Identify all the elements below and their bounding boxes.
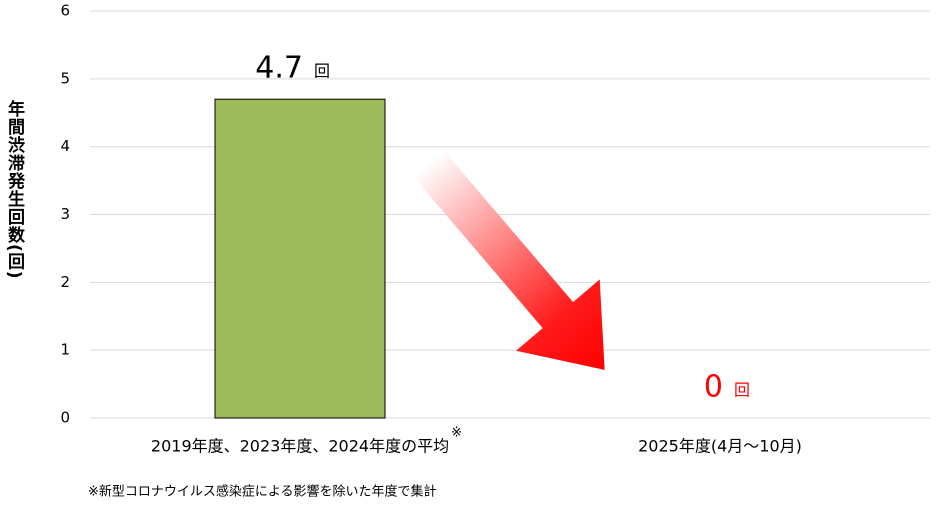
x-tick-label: 2025年度(4月～10月) bbox=[638, 437, 802, 456]
y-tick-label: 3 bbox=[60, 205, 70, 223]
value-label: 4.7 bbox=[255, 51, 303, 86]
y-tick-label: 4 bbox=[60, 137, 70, 155]
category-note-mark: ※ bbox=[451, 426, 462, 441]
value-unit: 回 bbox=[314, 62, 330, 81]
value-label: 0 bbox=[704, 370, 723, 405]
y-tick-label: 1 bbox=[60, 341, 70, 359]
bar bbox=[214, 98, 386, 419]
y-tick-label: 0 bbox=[60, 409, 70, 427]
x-tick-label: 2019年度、2023年度、2024年度の平均 bbox=[151, 437, 449, 456]
value-unit: 回 bbox=[734, 381, 750, 400]
y-tick-label: 5 bbox=[60, 69, 70, 87]
decrease-arrow bbox=[412, 150, 605, 370]
y-tick-label: 2 bbox=[60, 273, 70, 291]
y-tick-label: 6 bbox=[60, 2, 70, 20]
plot-area: 0 1 2 3 4 5 6 2019年度、2023年度、2024年度の平均※ 4.7 回 2025年… bbox=[60, 2, 930, 456]
y-axis-label: 年間渋滞発生回数(回) bbox=[4, 99, 26, 280]
footnote: ※新型コロナウイルス感染症による影響を除いた年度で集計 bbox=[88, 484, 437, 500]
